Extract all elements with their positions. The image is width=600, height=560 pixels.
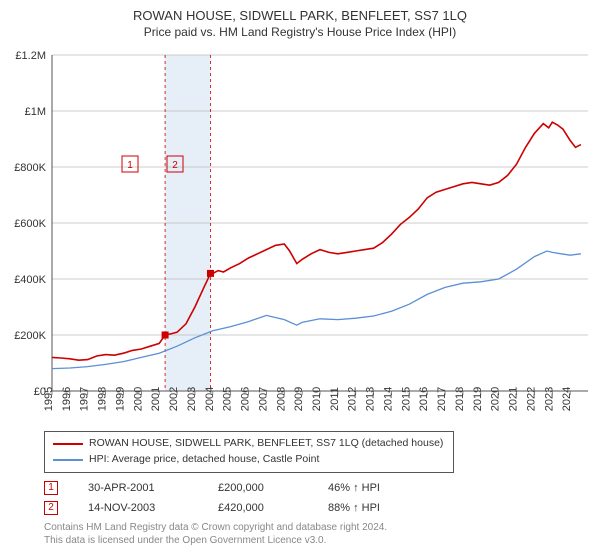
marker-delta: 46% ↑ HPI bbox=[328, 482, 418, 494]
legend-label: HPI: Average price, detached house, Cast… bbox=[89, 452, 319, 468]
svg-text:£600K: £600K bbox=[14, 218, 46, 230]
svg-text:£1.2M: £1.2M bbox=[15, 50, 46, 62]
svg-text:2012: 2012 bbox=[347, 387, 359, 411]
svg-text:2015: 2015 bbox=[400, 387, 412, 411]
marker-index: 2 bbox=[44, 501, 58, 515]
svg-text:2016: 2016 bbox=[418, 387, 430, 411]
svg-text:2022: 2022 bbox=[525, 387, 537, 411]
svg-text:2023: 2023 bbox=[543, 387, 555, 411]
svg-text:£400K: £400K bbox=[14, 274, 46, 286]
marker-date: 30-APR-2001 bbox=[88, 482, 188, 494]
legend-row: ROWAN HOUSE, SIDWELL PARK, BENFLEET, SS7… bbox=[53, 436, 445, 452]
svg-text:2021: 2021 bbox=[508, 387, 520, 411]
marker-price: £420,000 bbox=[218, 502, 298, 514]
svg-text:2007: 2007 bbox=[257, 387, 269, 411]
svg-text:2017: 2017 bbox=[436, 387, 448, 411]
svg-text:1996: 1996 bbox=[61, 387, 73, 411]
svg-text:2006: 2006 bbox=[240, 387, 252, 411]
svg-text:2010: 2010 bbox=[311, 387, 323, 411]
marker-row: 2 14-NOV-2003 £420,000 88% ↑ HPI bbox=[44, 501, 600, 515]
svg-text:2003: 2003 bbox=[186, 387, 198, 411]
svg-text:1995: 1995 bbox=[43, 387, 55, 411]
svg-text:1998: 1998 bbox=[97, 387, 109, 411]
legend-swatch bbox=[53, 459, 83, 461]
svg-text:2020: 2020 bbox=[490, 387, 502, 411]
marker-rows: 1 30-APR-2001 £200,000 46% ↑ HPI 2 14-NOV-200… bbox=[44, 481, 600, 515]
svg-text:1: 1 bbox=[127, 160, 133, 171]
marker-date: 14-NOV-2003 bbox=[88, 502, 188, 514]
legend-swatch bbox=[53, 443, 83, 445]
marker-row: 1 30-APR-2001 £200,000 46% ↑ HPI bbox=[44, 481, 600, 495]
legend-label: ROWAN HOUSE, SIDWELL PARK, BENFLEET, SS7… bbox=[89, 436, 443, 452]
svg-text:2024: 2024 bbox=[561, 387, 573, 411]
svg-text:2019: 2019 bbox=[472, 387, 484, 411]
chart-area: £0£200K£400K£600K£800K£1M£1.2M1995199619… bbox=[0, 45, 600, 425]
legend-row: HPI: Average price, detached house, Cast… bbox=[53, 452, 445, 468]
svg-text:2002: 2002 bbox=[168, 387, 180, 411]
svg-text:2014: 2014 bbox=[382, 387, 394, 411]
chart-title: ROWAN HOUSE, SIDWELL PARK, BENFLEET, SS7… bbox=[0, 0, 600, 23]
svg-text:1999: 1999 bbox=[114, 387, 126, 411]
footer-line-2: This data is licensed under the Open Gov… bbox=[44, 534, 600, 548]
svg-text:2: 2 bbox=[172, 160, 178, 171]
svg-text:2018: 2018 bbox=[454, 387, 466, 411]
svg-text:1997: 1997 bbox=[79, 387, 91, 411]
svg-text:£1M: £1M bbox=[25, 106, 46, 118]
footer-line-1: Contains HM Land Registry data © Crown c… bbox=[44, 521, 600, 535]
svg-text:2001: 2001 bbox=[150, 387, 162, 411]
legend-box: ROWAN HOUSE, SIDWELL PARK, BENFLEET, SS7… bbox=[44, 431, 454, 473]
svg-text:2009: 2009 bbox=[293, 387, 305, 411]
svg-text:£800K: £800K bbox=[14, 162, 46, 174]
marker-price: £200,000 bbox=[218, 482, 298, 494]
svg-text:2005: 2005 bbox=[222, 387, 234, 411]
marker-index: 1 bbox=[44, 481, 58, 495]
svg-text:2008: 2008 bbox=[275, 387, 287, 411]
svg-text:2000: 2000 bbox=[132, 387, 144, 411]
svg-text:2013: 2013 bbox=[365, 387, 377, 411]
chart-subtitle: Price paid vs. HM Land Registry's House … bbox=[0, 23, 600, 45]
footer-attribution: Contains HM Land Registry data © Crown c… bbox=[44, 521, 600, 548]
svg-text:£200K: £200K bbox=[14, 330, 46, 342]
marker-delta: 88% ↑ HPI bbox=[328, 502, 418, 514]
svg-text:2004: 2004 bbox=[204, 387, 216, 411]
chart-svg: £0£200K£400K£600K£800K£1M£1.2M1995199619… bbox=[0, 45, 600, 425]
